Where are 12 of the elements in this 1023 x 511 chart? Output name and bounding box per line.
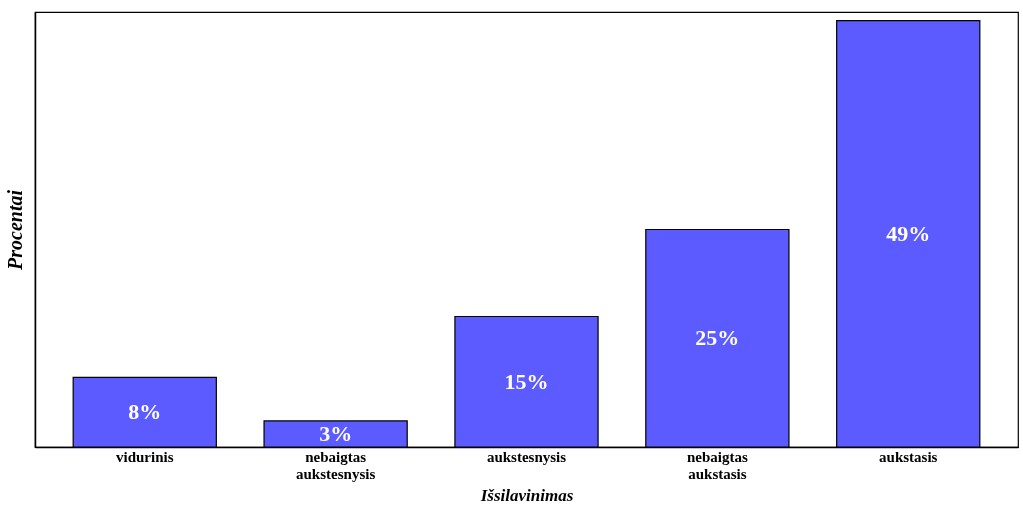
data-label: 49% <box>886 220 931 246</box>
y-axis-title: Procentai <box>3 189 26 271</box>
x-tick-label: aukstesnysis <box>486 448 567 465</box>
data-label: 25% <box>695 325 740 351</box>
x-tick-label: nebaigtas aukstesnysis <box>296 448 376 482</box>
x-tick-label: nebaigtas aukstasis <box>686 448 748 482</box>
x-tick-label: aukstasis <box>879 448 938 465</box>
data-label: 3% <box>319 420 353 446</box>
x-tick-label: vidurinis <box>115 448 174 465</box>
x-axis-title: Išsilavinimas <box>479 485 574 505</box>
data-label: 15% <box>504 368 549 394</box>
data-label: 8% <box>128 399 162 425</box>
